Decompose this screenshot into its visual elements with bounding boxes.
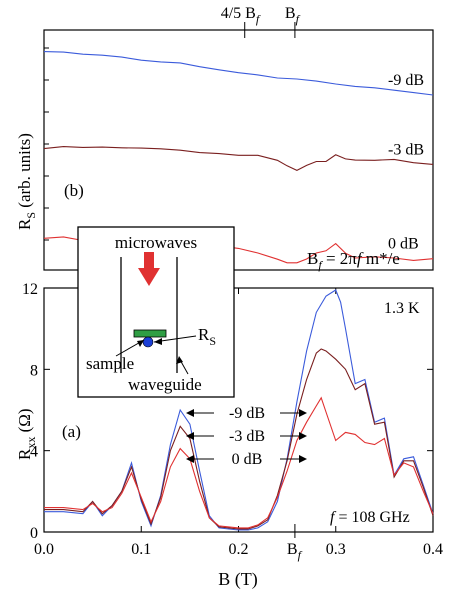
legend-arrowhead-right <box>299 409 307 417</box>
panel-a-series-0 <box>44 289 434 531</box>
panel-b-series-1 <box>43 146 434 172</box>
panel-a-ytick-label: 4 <box>30 444 38 461</box>
panel-a-ylabel: Rxx (Ω) <box>15 408 38 460</box>
panel-a-ticks: 0 4 8 12 0.0 0.1 0.2 0.3 0.4 Bf <box>22 281 443 562</box>
legend-arrowhead-left <box>186 455 194 463</box>
panel-b-series-label: -3 dB <box>388 141 424 158</box>
panel-a-xtick-label: 0.4 <box>423 541 443 558</box>
panel-a-frequency: f = 108 GHz <box>330 509 410 526</box>
inset-rs-label: RS <box>198 325 216 348</box>
inset-microwaves-label: microwaves <box>115 233 197 252</box>
panel-b-series-label: -9 dB <box>388 72 424 89</box>
panel-a-ytick-label: 0 <box>30 525 38 542</box>
panel-a-label: (a) <box>62 422 81 441</box>
panel-b-top-tick-label: 4/5 Bf <box>221 5 261 26</box>
sample-bar <box>133 329 167 338</box>
panel-a-series-1 <box>44 348 434 530</box>
panel-a: 0 4 8 12 0.0 0.1 0.2 0.3 0.4 Bf -9 dB -3 dB 0 dB (a… <box>15 281 443 590</box>
rs-pointer-head <box>154 338 162 345</box>
panel-a-xlabel: B (T) <box>218 569 258 590</box>
panel-b-top-ticks: 4/5 Bf Bf <box>221 5 301 38</box>
inset-waveguide-label: waveguide <box>128 375 202 394</box>
legend-arrowhead-left <box>186 409 194 417</box>
panel-a-legend: -9 dB -3 dB 0 dB <box>186 405 307 468</box>
inset-sample-label: sample <box>86 354 134 373</box>
waveguide-pointer-head <box>176 356 183 364</box>
panel-a-bf-tick-label: Bf <box>287 541 303 562</box>
panel-b-label: (b) <box>64 181 84 200</box>
panel-b-series-label: 0 dB <box>388 236 419 253</box>
inset-frame <box>77 226 235 398</box>
panel-b-frame <box>43 29 434 271</box>
panel-a-series-2 <box>44 396 434 529</box>
panel-a-xtick-label: 0.3 <box>326 541 346 558</box>
panel-a-ytick-label: 8 <box>30 362 38 379</box>
panel-b-ylabel: RS (arb. units) <box>15 133 38 230</box>
sample-pointer-head <box>137 340 144 347</box>
panel-a-xtick-label: 0.1 <box>131 541 151 558</box>
inset-diagram: microwaves RS sample waveguide <box>77 226 235 398</box>
panel-b-series-0 <box>43 51 434 96</box>
panel-a-xtick-label: 0.2 <box>229 541 249 558</box>
panel-a-legend-label: 0 dB <box>232 451 263 468</box>
panel-a-traces <box>44 289 434 531</box>
panel-a-legend-label: -9 dB <box>229 405 265 422</box>
panel-b: 4/5 Bf Bf -9 dB -3 dB 0 dB (b) Bf = 2πf m*/… <box>15 5 434 272</box>
legend-arrowhead-left <box>186 432 194 440</box>
panel-a-ytick-label: 12 <box>22 281 38 298</box>
panel-b-formula: Bf = 2πf m*/e <box>307 249 400 272</box>
legend-arrowhead-right <box>299 432 307 440</box>
panel-b-series-labels: -9 dB -3 dB 0 dB <box>388 72 424 253</box>
legend-arrowhead-right <box>299 455 307 463</box>
panel-a-xtick-label: 0.0 <box>34 541 54 558</box>
panel-a-temperature: 1.3 K <box>384 300 420 317</box>
panel-a-legend-label: -3 dB <box>229 428 265 445</box>
panel-b-top-tick-label: Bf <box>285 5 301 26</box>
sample-dot <box>142 336 154 348</box>
microwave-arrow-icon <box>138 252 160 286</box>
